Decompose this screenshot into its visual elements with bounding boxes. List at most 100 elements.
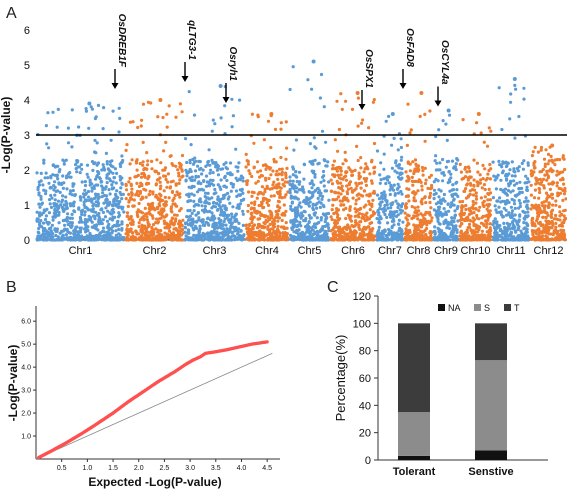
manhattan-point	[416, 205, 420, 209]
manhattan-point	[533, 160, 537, 164]
manhattan-point	[503, 229, 507, 233]
qq-x-tick-label: 2.0	[134, 465, 144, 472]
manhattan-point	[353, 233, 357, 237]
manhattan-point	[219, 116, 223, 120]
manhattan-point	[526, 206, 530, 210]
manhattan-point	[198, 160, 202, 164]
manhattan-point	[378, 221, 382, 225]
manhattan-point	[236, 230, 240, 235]
manhattan-point	[313, 237, 317, 241]
manhattan-point	[181, 174, 185, 178]
manhattan-point	[105, 173, 109, 177]
manhattan-point	[238, 202, 243, 206]
manhattan-point	[35, 217, 39, 221]
manhattan-point	[169, 205, 174, 209]
manhattan-point	[259, 203, 263, 208]
manhattan-x-tick-chr11: Chr11	[496, 245, 525, 257]
manhattan-point	[256, 170, 260, 174]
manhattan-point	[144, 167, 148, 171]
manhattan-point	[378, 173, 382, 177]
manhattan-point	[65, 215, 69, 220]
manhattan-point	[537, 196, 541, 200]
manhattan-point	[539, 145, 544, 150]
manhattan-point	[509, 230, 514, 234]
manhattan-point	[384, 181, 388, 186]
manhattan-point	[355, 184, 359, 188]
manhattan-point	[134, 229, 138, 233]
manhattan-point	[115, 189, 119, 193]
manhattan-point	[338, 181, 343, 185]
manhattan-point	[208, 163, 212, 167]
qq-x-tick-label: 1.0	[83, 465, 93, 472]
manhattan-point	[487, 228, 491, 233]
manhattan-point	[166, 180, 170, 184]
manhattan-point	[453, 234, 458, 238]
manhattan-point	[290, 235, 294, 239]
manhattan-point	[50, 223, 55, 227]
manhattan-point	[275, 190, 279, 194]
manhattan-point	[46, 176, 50, 180]
manhattan-point	[544, 215, 548, 220]
manhattan-point	[89, 216, 93, 220]
manhattan-point	[194, 213, 198, 217]
manhattan-point	[84, 109, 88, 113]
manhattan-point	[504, 202, 508, 206]
manhattan-point	[266, 119, 271, 123]
manhattan-point	[346, 187, 351, 191]
manhattan-point	[48, 202, 52, 206]
manhattan-point	[391, 214, 395, 218]
manhattan-point	[195, 219, 199, 223]
manhattan-point	[218, 197, 222, 202]
manhattan-point	[224, 185, 228, 189]
manhattan-point	[390, 143, 394, 147]
manhattan-point	[558, 214, 562, 218]
manhattan-point	[556, 191, 560, 195]
manhattan-point	[499, 163, 503, 167]
manhattan-point	[539, 210, 543, 215]
manhattan-point	[45, 231, 49, 235]
manhattan-point	[79, 198, 83, 202]
manhattan-point	[326, 160, 330, 164]
manhattan-point	[546, 152, 551, 156]
manhattan-point	[483, 167, 487, 171]
manhattan-point	[520, 190, 524, 194]
manhattan-point	[187, 90, 191, 94]
manhattan-point	[562, 157, 566, 161]
manhattan-point	[203, 223, 207, 227]
manhattan-point	[55, 229, 59, 233]
manhattan-point	[487, 168, 491, 173]
manhattan-point	[321, 228, 325, 232]
manhattan-point	[385, 178, 390, 182]
manhattan-point	[53, 213, 57, 217]
manhattan-point	[339, 192, 343, 196]
qq-x-tick-label: 3.5	[211, 465, 221, 472]
manhattan-point	[138, 210, 142, 214]
manhattan-point	[290, 227, 294, 231]
manhattan-point	[112, 223, 116, 228]
manhattan-point	[57, 221, 61, 225]
manhattan-point	[493, 178, 497, 182]
manhattan-point	[549, 215, 553, 219]
manhattan-point	[113, 167, 117, 171]
manhattan-point	[316, 162, 320, 166]
manhattan-point	[207, 197, 211, 201]
manhattan-point	[158, 197, 162, 201]
manhattan-point	[74, 163, 78, 167]
manhattan-point	[346, 213, 350, 217]
manhattan-point	[130, 191, 134, 195]
manhattan-point	[190, 211, 194, 215]
manhattan-point	[276, 177, 280, 181]
manhattan-point	[412, 215, 416, 219]
manhattan-point	[108, 179, 113, 183]
manhattan-point	[171, 235, 175, 239]
manhattan-point	[442, 173, 446, 177]
manhattan-point	[93, 138, 97, 142]
manhattan-point	[308, 190, 312, 194]
manhattan-point	[310, 87, 314, 91]
manhattan-point	[213, 205, 218, 209]
manhattan-point	[513, 213, 517, 217]
manhattan-point	[54, 164, 58, 168]
manhattan-point	[564, 197, 567, 201]
manhattan-point	[475, 121, 479, 125]
